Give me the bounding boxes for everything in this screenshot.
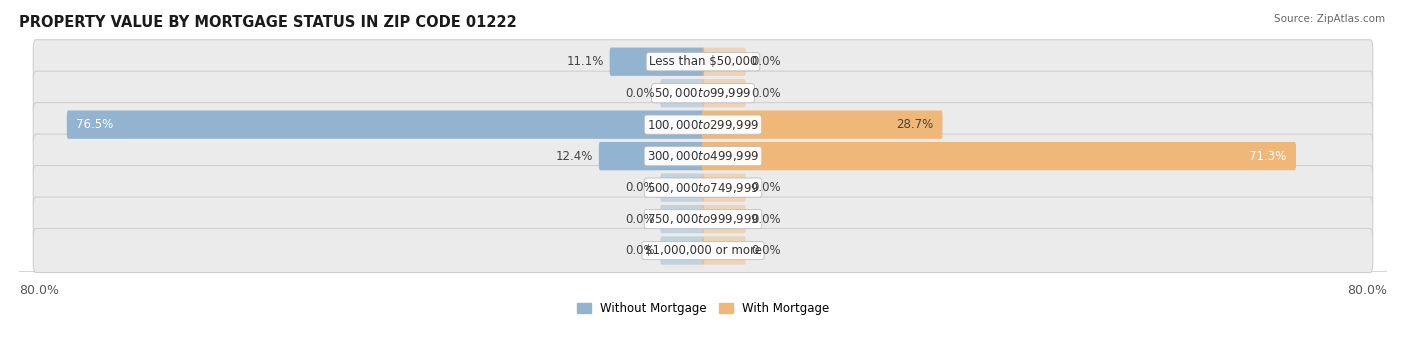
Text: 0.0%: 0.0% [626,87,655,100]
Text: 0.0%: 0.0% [751,181,780,194]
Text: 0.0%: 0.0% [626,181,655,194]
Text: 0.0%: 0.0% [626,212,655,225]
FancyBboxPatch shape [702,236,745,265]
Text: 0.0%: 0.0% [751,87,780,100]
FancyBboxPatch shape [34,197,1372,241]
FancyBboxPatch shape [34,71,1372,115]
Text: $500,000 to $749,999: $500,000 to $749,999 [647,181,759,195]
Text: Less than $50,000: Less than $50,000 [648,55,758,68]
FancyBboxPatch shape [702,47,745,76]
Text: $50,000 to $99,999: $50,000 to $99,999 [654,86,752,100]
FancyBboxPatch shape [702,79,745,107]
Text: $750,000 to $999,999: $750,000 to $999,999 [647,212,759,226]
FancyBboxPatch shape [661,236,704,265]
Text: 71.3%: 71.3% [1249,150,1286,163]
Text: 28.7%: 28.7% [896,118,934,131]
FancyBboxPatch shape [34,228,1372,272]
Legend: Without Mortgage, With Mortgage: Without Mortgage, With Mortgage [572,298,834,320]
Text: $100,000 to $299,999: $100,000 to $299,999 [647,118,759,132]
Text: 11.1%: 11.1% [567,55,605,68]
Text: Source: ZipAtlas.com: Source: ZipAtlas.com [1274,14,1385,24]
FancyBboxPatch shape [661,205,704,233]
Text: 76.5%: 76.5% [76,118,114,131]
Text: 0.0%: 0.0% [751,212,780,225]
Text: 0.0%: 0.0% [751,55,780,68]
Text: PROPERTY VALUE BY MORTGAGE STATUS IN ZIP CODE 01222: PROPERTY VALUE BY MORTGAGE STATUS IN ZIP… [20,15,517,30]
FancyBboxPatch shape [702,174,745,202]
FancyBboxPatch shape [702,110,942,139]
FancyBboxPatch shape [661,79,704,107]
FancyBboxPatch shape [34,40,1372,84]
Text: 0.0%: 0.0% [626,244,655,257]
Text: $1,000,000 or more: $1,000,000 or more [644,244,762,257]
FancyBboxPatch shape [34,134,1372,178]
FancyBboxPatch shape [34,103,1372,147]
FancyBboxPatch shape [67,110,704,139]
FancyBboxPatch shape [610,47,704,76]
FancyBboxPatch shape [34,166,1372,210]
Text: 0.0%: 0.0% [751,244,780,257]
Text: 12.4%: 12.4% [557,150,593,163]
FancyBboxPatch shape [702,205,745,233]
FancyBboxPatch shape [702,142,1296,170]
FancyBboxPatch shape [661,174,704,202]
FancyBboxPatch shape [599,142,704,170]
Text: $300,000 to $499,999: $300,000 to $499,999 [647,149,759,163]
